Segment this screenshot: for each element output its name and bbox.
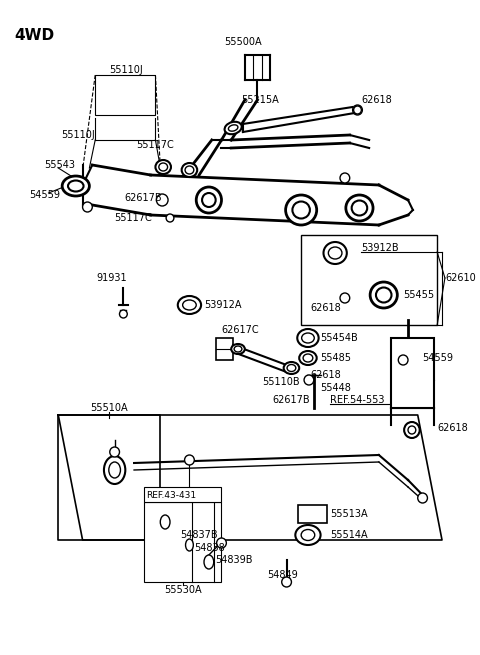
Text: 55500A: 55500A <box>224 37 262 47</box>
Circle shape <box>156 194 168 206</box>
Ellipse shape <box>299 351 317 365</box>
Text: 4WD: 4WD <box>14 28 55 43</box>
Ellipse shape <box>301 529 315 540</box>
Ellipse shape <box>284 362 299 374</box>
Ellipse shape <box>297 329 319 347</box>
Text: 62617B: 62617B <box>124 193 162 203</box>
Text: 55117C: 55117C <box>115 213 152 223</box>
Text: REF.43-431: REF.43-431 <box>146 491 196 500</box>
Text: 62618: 62618 <box>437 423 468 433</box>
Ellipse shape <box>328 247 342 259</box>
Circle shape <box>185 455 194 465</box>
Ellipse shape <box>186 539 193 551</box>
Ellipse shape <box>156 160 171 174</box>
Circle shape <box>340 173 350 183</box>
Circle shape <box>110 447 120 457</box>
Text: 55110J: 55110J <box>61 130 95 140</box>
Ellipse shape <box>196 187 221 213</box>
Ellipse shape <box>286 195 317 225</box>
Circle shape <box>353 105 362 115</box>
Circle shape <box>282 577 291 587</box>
Ellipse shape <box>295 525 321 545</box>
Bar <box>391 338 434 408</box>
Text: 62617C: 62617C <box>221 325 259 335</box>
Text: 55543: 55543 <box>44 160 75 170</box>
Ellipse shape <box>160 515 170 529</box>
Text: 55530A: 55530A <box>164 585 202 595</box>
Text: 55110B: 55110B <box>262 377 300 387</box>
Ellipse shape <box>287 364 296 371</box>
Text: 55110J: 55110J <box>109 65 143 75</box>
Ellipse shape <box>225 122 242 134</box>
Text: 55514A: 55514A <box>330 530 368 540</box>
Circle shape <box>398 355 408 365</box>
Text: 62617B: 62617B <box>272 395 310 405</box>
Circle shape <box>304 375 314 385</box>
Text: 55485: 55485 <box>321 353 351 363</box>
Bar <box>144 502 221 582</box>
Ellipse shape <box>204 555 214 569</box>
Ellipse shape <box>231 344 245 354</box>
Text: 55510A: 55510A <box>90 403 128 413</box>
Text: 55215A: 55215A <box>241 95 279 105</box>
Ellipse shape <box>292 202 310 219</box>
Text: 55117C: 55117C <box>136 140 174 150</box>
Ellipse shape <box>346 195 373 221</box>
Ellipse shape <box>178 296 201 314</box>
Circle shape <box>340 293 350 303</box>
Ellipse shape <box>68 181 84 191</box>
Circle shape <box>216 538 227 548</box>
Ellipse shape <box>109 462 120 478</box>
Text: 54849: 54849 <box>267 570 298 580</box>
Text: 55513A: 55513A <box>330 509 368 519</box>
Circle shape <box>354 106 361 114</box>
Text: 55454B: 55454B <box>321 333 359 343</box>
Text: 62618: 62618 <box>311 370 342 380</box>
Text: 54559: 54559 <box>422 353 454 363</box>
Text: 62610: 62610 <box>445 273 476 283</box>
Bar <box>216 338 233 360</box>
Text: 54838: 54838 <box>194 543 225 553</box>
Text: 55455: 55455 <box>403 290 434 300</box>
Ellipse shape <box>62 176 89 196</box>
Text: 53912A: 53912A <box>204 300 241 310</box>
Bar <box>95 75 156 115</box>
Text: 62618: 62618 <box>361 95 392 105</box>
Ellipse shape <box>202 193 216 207</box>
Ellipse shape <box>301 333 314 343</box>
Text: 53912B: 53912B <box>361 243 399 253</box>
Circle shape <box>404 422 420 438</box>
Ellipse shape <box>228 125 238 131</box>
Circle shape <box>120 310 127 318</box>
Text: 91931: 91931 <box>96 273 127 283</box>
Text: 54839B: 54839B <box>216 555 253 565</box>
Ellipse shape <box>352 200 367 215</box>
Circle shape <box>418 493 428 503</box>
Ellipse shape <box>182 300 196 310</box>
Circle shape <box>408 426 416 434</box>
Ellipse shape <box>303 354 313 362</box>
Ellipse shape <box>324 242 347 264</box>
Text: 54837B: 54837B <box>180 530 217 540</box>
Ellipse shape <box>370 282 397 308</box>
Ellipse shape <box>104 456 125 484</box>
Circle shape <box>166 214 174 222</box>
Ellipse shape <box>376 288 392 303</box>
Text: 54559: 54559 <box>29 190 60 200</box>
Text: 62618: 62618 <box>311 303 342 313</box>
Text: REF.54-553: REF.54-553 <box>330 395 385 405</box>
Circle shape <box>83 202 92 212</box>
Ellipse shape <box>185 166 194 174</box>
Ellipse shape <box>181 163 197 177</box>
Bar <box>301 235 437 325</box>
Ellipse shape <box>234 346 242 352</box>
Ellipse shape <box>159 163 168 171</box>
Bar <box>144 487 221 502</box>
Text: 55448: 55448 <box>321 383 351 393</box>
Bar <box>298 505 327 523</box>
